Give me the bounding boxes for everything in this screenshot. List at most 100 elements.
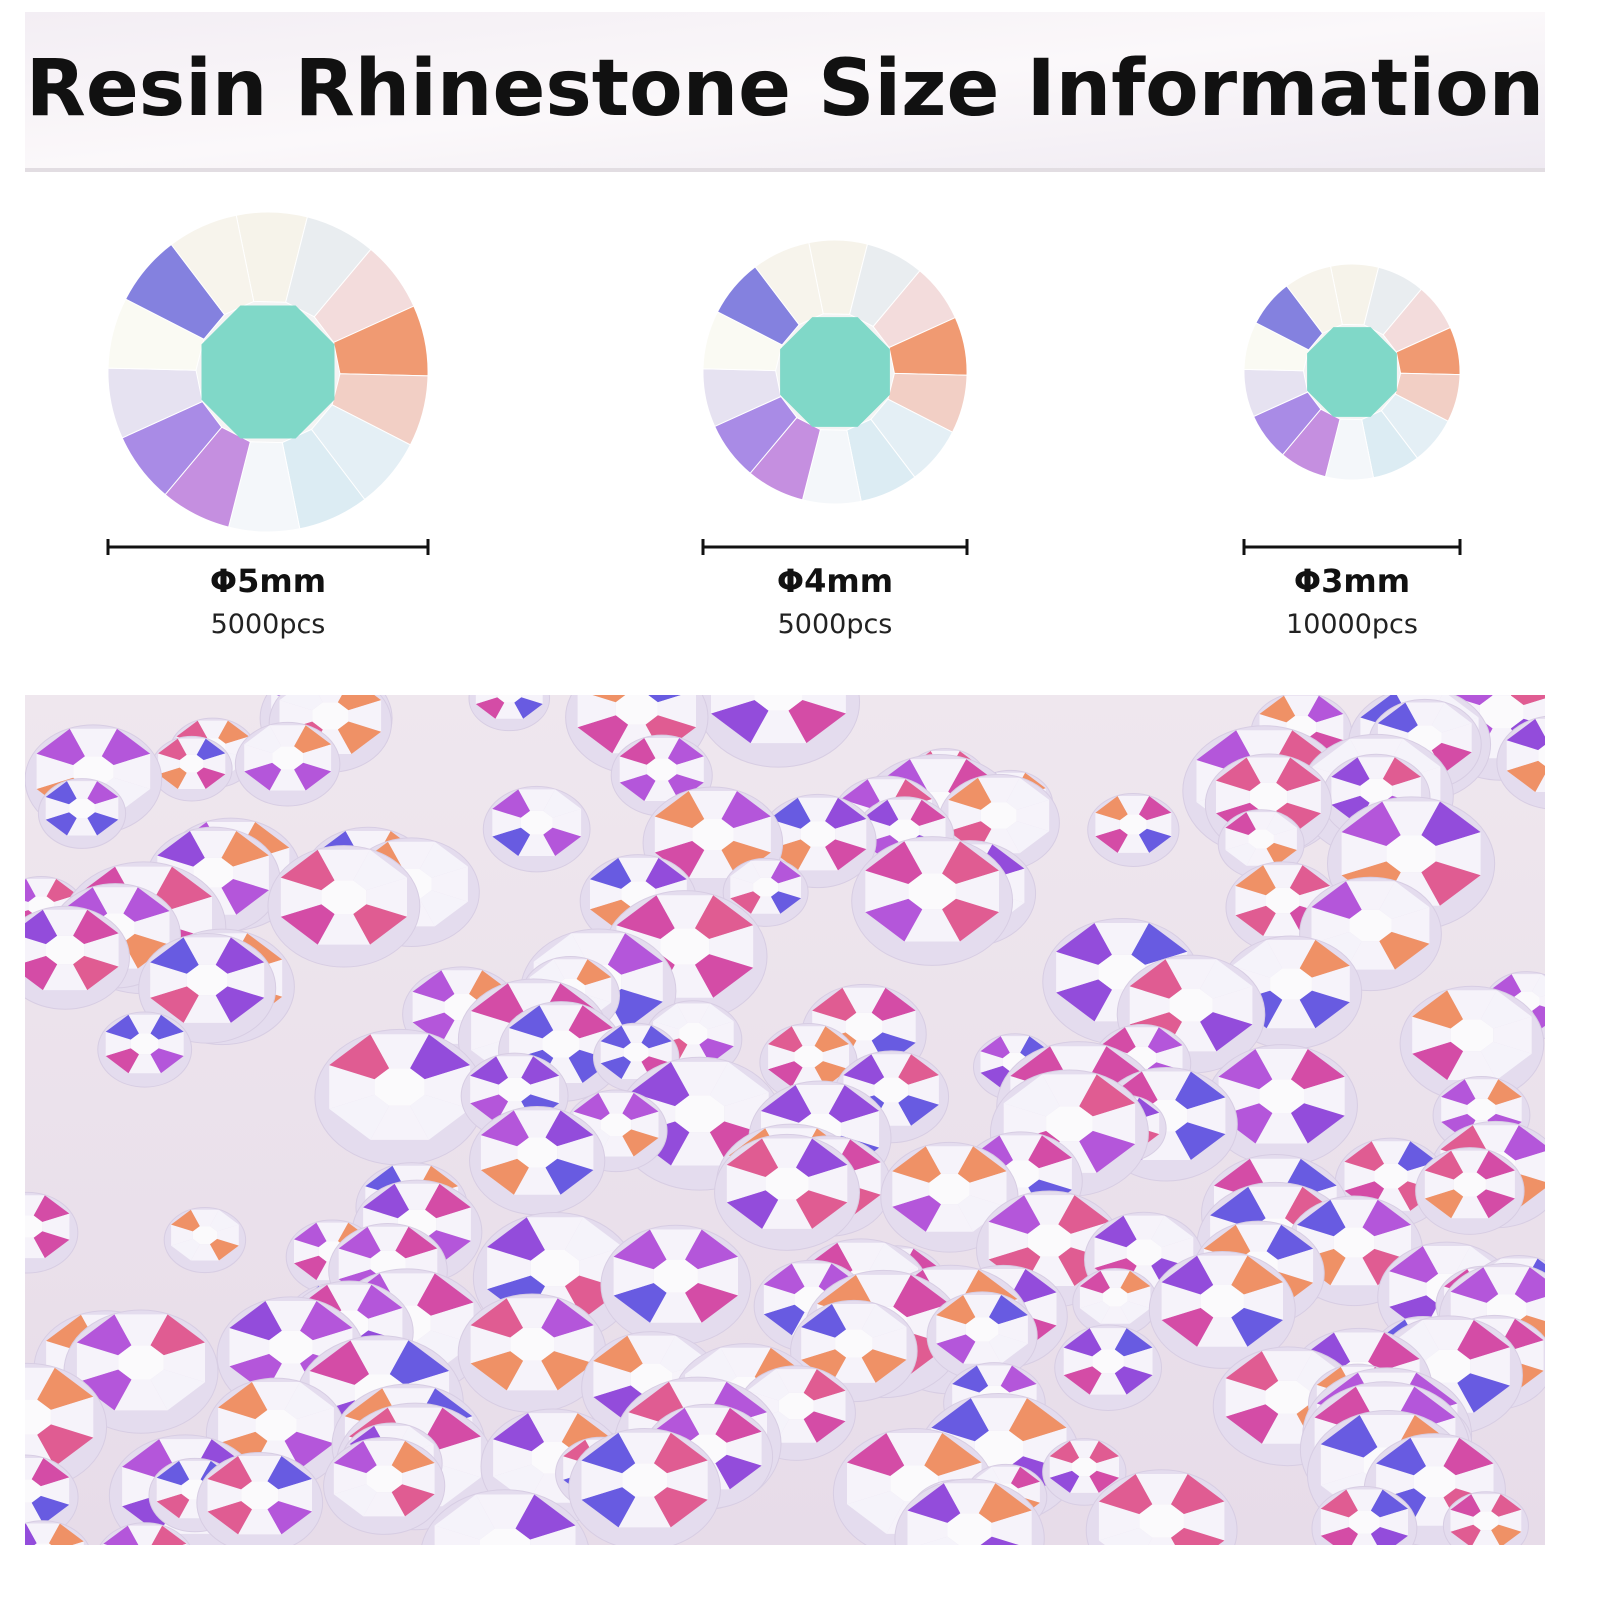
gem-facet [196, 738, 226, 761]
gem-facet [1421, 861, 1481, 906]
gem-facet [622, 1129, 659, 1157]
gem-facet [835, 819, 867, 850]
gem-facet [1450, 1494, 1481, 1517]
gem-facet [871, 1054, 911, 1078]
gem-facet [592, 695, 626, 703]
gem-facet [1498, 1509, 1522, 1532]
gem-facet [822, 1044, 849, 1070]
gem-facet [797, 846, 838, 871]
gem-facet [621, 961, 663, 1002]
gem-facet [530, 1525, 576, 1545]
stone-table [1307, 327, 1397, 417]
gem-table [1450, 1019, 1494, 1052]
gem-facet [370, 1034, 429, 1069]
gem-facet [948, 777, 992, 810]
gem-facet [402, 1463, 435, 1495]
gem-facet [1079, 1074, 1136, 1117]
gem-table [908, 873, 956, 910]
gem-facet [948, 799, 981, 832]
gem-facet [931, 1398, 989, 1442]
gem-facet [618, 857, 659, 882]
gem-facet [87, 781, 119, 805]
gem-facet [1203, 1224, 1251, 1260]
gem-table [1360, 778, 1393, 803]
gem-facet [1266, 999, 1316, 1029]
gem-facet [955, 870, 999, 913]
gem-facet [470, 1056, 509, 1085]
gem-facet [1389, 1246, 1439, 1283]
stone-table [780, 317, 890, 427]
gem-facet [67, 818, 97, 836]
gem-facet [1098, 1501, 1140, 1541]
gem-facet [1510, 695, 1545, 706]
gem-facet [648, 695, 682, 703]
gem-facet [1096, 1456, 1119, 1478]
gem-facet [1243, 1282, 1283, 1320]
gem-facet [768, 1044, 795, 1070]
gem-facet [317, 914, 370, 945]
gem-facet [795, 1190, 848, 1229]
gem-facet [1330, 1199, 1378, 1228]
gem-facet [493, 1413, 545, 1452]
gem-facet [907, 1510, 948, 1545]
gem-facet [576, 959, 612, 986]
gem-facet [84, 933, 119, 967]
gem-facet [1472, 1530, 1500, 1545]
gem-facet [1441, 1096, 1468, 1122]
gem-facet [1114, 1366, 1153, 1395]
banner-shadow [25, 168, 1545, 172]
gem-facet [630, 1061, 690, 1107]
gem-facet [553, 959, 588, 979]
gem-facet [892, 1171, 930, 1207]
gem-facet [619, 756, 647, 783]
gem-facet [1058, 1195, 1110, 1234]
gem-facet [1266, 812, 1297, 835]
gem-facet [265, 1301, 317, 1331]
gem-facet [157, 831, 205, 867]
gem-facet [1284, 695, 1319, 716]
gem-facet [837, 1242, 885, 1271]
gem-table [193, 857, 233, 888]
gem-facet [644, 780, 680, 801]
gem-facet [763, 1263, 805, 1295]
gem-facet [1311, 881, 1362, 919]
gem-facet [33, 1195, 70, 1222]
gem-facet [492, 808, 521, 837]
gem-facet [1095, 828, 1128, 853]
gem-facet [388, 841, 435, 869]
gem-facet [1346, 881, 1395, 910]
gem-facet [128, 1014, 161, 1034]
gem-facet [25, 1523, 37, 1545]
gem-facet [861, 1304, 907, 1338]
gem-facet [1412, 990, 1464, 1029]
gem-facet [552, 808, 582, 837]
gem-facet [294, 725, 332, 754]
gem-table [1139, 1504, 1184, 1538]
gem-facet [0, 1424, 18, 1466]
gem-facet [775, 1419, 817, 1443]
gem-facet [1261, 1351, 1313, 1381]
gem-facet [40, 1477, 70, 1505]
gem-facet [171, 1238, 200, 1261]
gem-facet [329, 1094, 390, 1140]
gem-facet [150, 1369, 205, 1411]
gem-facet [1304, 1076, 1345, 1116]
gem-facet [25, 878, 36, 902]
gem-table [1169, 989, 1213, 1022]
gem-facet [1535, 774, 1545, 792]
gem-facet [1357, 757, 1395, 779]
gem-facet [419, 890, 468, 927]
gem-facet [357, 1284, 403, 1319]
gem-facet [87, 812, 119, 836]
gem-facet [904, 909, 960, 942]
gem-table [753, 877, 779, 897]
gem-facet [1127, 1286, 1151, 1309]
gem-facet [0, 1397, 4, 1438]
gem-facet [1368, 1332, 1420, 1372]
gem-facet [801, 1349, 847, 1383]
gem-facet [218, 1382, 268, 1420]
gem-table [1349, 909, 1392, 942]
gem-facet [1079, 1270, 1110, 1294]
gem-table [1386, 835, 1436, 873]
gem-facet [733, 816, 771, 853]
